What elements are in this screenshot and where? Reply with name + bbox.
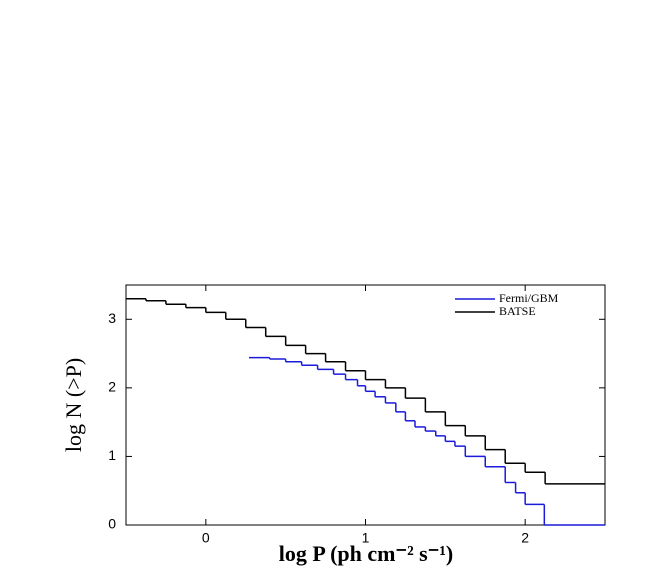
y-tick-label: 3 — [108, 310, 116, 326]
y-tick-label: 1 — [108, 447, 116, 463]
x-tick-label: 1 — [362, 530, 370, 546]
legend-label: BATSE — [499, 304, 536, 318]
y-tick-label: 2 — [108, 379, 116, 395]
legend-label: Fermi/GBM — [499, 291, 559, 305]
x-axis-label: log P (ph cm⁻² s⁻¹) — [279, 541, 454, 566]
x-tick-label: 0 — [202, 530, 210, 546]
y-tick-label: 0 — [108, 516, 116, 532]
y-axis-label: log N (>P) — [61, 358, 86, 452]
x-tick-label: 2 — [521, 530, 529, 546]
plot-frame — [125, 284, 606, 526]
